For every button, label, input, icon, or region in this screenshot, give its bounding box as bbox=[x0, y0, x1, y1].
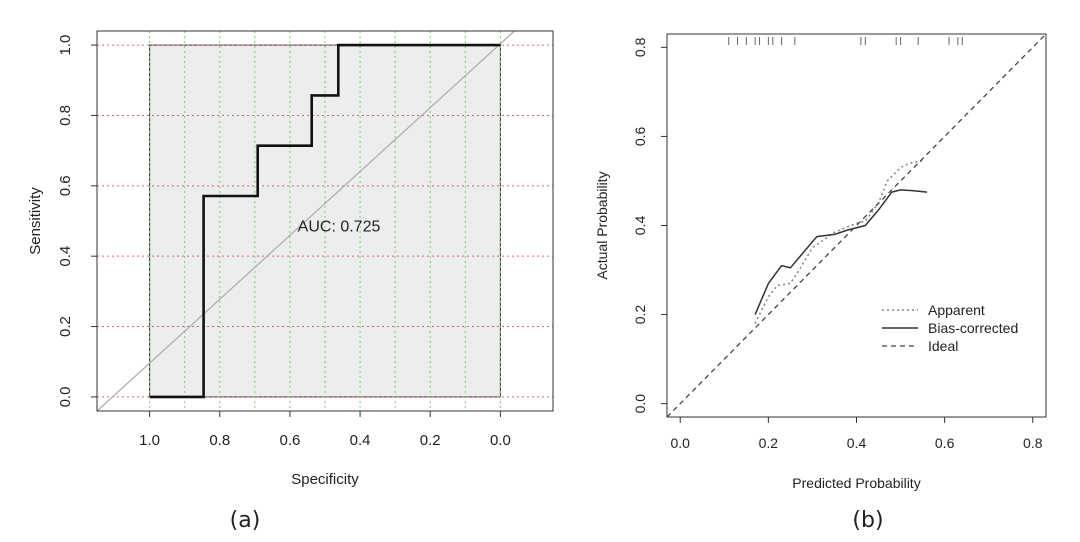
y-tick-label: 0.6 bbox=[632, 126, 648, 146]
x-axis-title: Predicted Probability bbox=[792, 475, 920, 491]
x-tick-label: 0.0 bbox=[490, 432, 511, 449]
x-tick-label: 0.2 bbox=[759, 435, 779, 451]
plot-frame bbox=[666, 33, 1047, 418]
calibration-panel: 0.0 0.2 0.4 0.6 0.8 0.0 0.2 0.4 0.6 0.8 Predicted … bbox=[594, 33, 1047, 491]
series-ideal bbox=[666, 33, 1047, 418]
x-tick-label: 1.0 bbox=[139, 432, 160, 449]
x-tick-label: 0.8 bbox=[1023, 435, 1043, 451]
legend-label: Ideal bbox=[928, 338, 958, 354]
y-tick-label: 0.4 bbox=[632, 216, 648, 236]
y-tick-label: 0.2 bbox=[632, 305, 648, 325]
legend-label: Apparent bbox=[928, 302, 985, 318]
legend-label: Bias-corrected bbox=[928, 320, 1018, 336]
x-tick-label: 0.8 bbox=[209, 432, 230, 449]
x-tick-label: 0.0 bbox=[670, 435, 690, 451]
y-tick-label: 1.0 bbox=[57, 35, 74, 56]
caption-a: (a) bbox=[230, 508, 261, 533]
x-axis-title: Specificity bbox=[291, 471, 359, 488]
series-bias-corrected bbox=[754, 189, 928, 315]
y-tick-label: 0.6 bbox=[57, 175, 74, 196]
chance-line bbox=[96, 30, 515, 412]
y-tick-label: 0.8 bbox=[632, 37, 648, 57]
x-tick-label: 0.2 bbox=[420, 432, 441, 449]
y-axis-title: Actual Probability bbox=[594, 171, 610, 279]
x-tick-label: 0.6 bbox=[279, 432, 300, 449]
y-tick-label: 0.4 bbox=[57, 246, 74, 267]
x-tick-label: 0.4 bbox=[350, 432, 371, 449]
y-tick-label: 0.0 bbox=[57, 386, 74, 407]
y-tick-label: 0.2 bbox=[57, 316, 74, 337]
roc-panel: 1.0 0.8 0.6 0.4 0.2 0.0 0.0 0.2 0.4 0.6 0.8 1.0 Spec… bbox=[27, 30, 554, 488]
caption-b: (b) bbox=[852, 508, 883, 533]
series-apparent bbox=[754, 160, 923, 324]
y-axis-title: Sensitivity bbox=[27, 187, 44, 255]
auc-annotation: AUC: 0.725 bbox=[298, 219, 381, 236]
x-tick-label: 0.6 bbox=[935, 435, 955, 451]
roc-curve bbox=[149, 43, 501, 399]
x-tick-label: 0.4 bbox=[847, 435, 867, 451]
y-tick-label: 0.8 bbox=[57, 105, 74, 126]
y-tick-label: 0.0 bbox=[632, 394, 648, 414]
